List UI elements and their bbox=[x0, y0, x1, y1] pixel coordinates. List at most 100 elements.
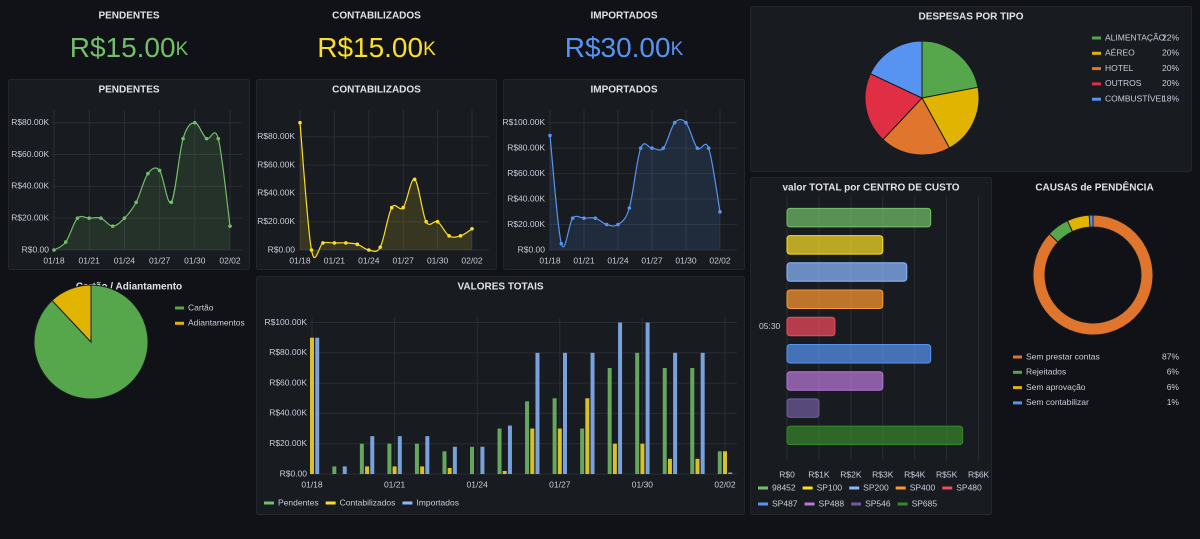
stat-value: R$15.00K bbox=[70, 32, 189, 63]
slice bbox=[864, 73, 923, 141]
panel-bg bbox=[256, 276, 745, 515]
x-tick-label: R$5K bbox=[936, 469, 958, 479]
x-tick-label: R$3K bbox=[872, 469, 894, 479]
point bbox=[367, 248, 371, 252]
bar bbox=[786, 316, 836, 337]
legend-label: Sem aprovação bbox=[1026, 382, 1086, 392]
legend-label: Pendentes bbox=[278, 497, 319, 507]
point bbox=[309, 248, 314, 252]
legend-value: 18% bbox=[1162, 93, 1179, 103]
x-tick-label: 01/21 bbox=[324, 255, 346, 265]
bar bbox=[786, 371, 884, 391]
x-tick-label: R$4K bbox=[904, 469, 926, 479]
x-tick-label: 01/27 bbox=[393, 255, 415, 265]
x-tick-label: 01/21 bbox=[79, 255, 101, 265]
legend-item: SP400 bbox=[895, 482, 935, 492]
point bbox=[122, 216, 127, 220]
panel-title: VALORES TOTAIS bbox=[457, 282, 543, 293]
legend-label: SP200 bbox=[863, 482, 889, 492]
legend-item: SP480 bbox=[942, 482, 982, 492]
panel: IMPORTADOS R$30.00K bbox=[565, 11, 684, 64]
x-tick-label: 01/24 bbox=[358, 255, 380, 265]
y-tick-label: R$60.00K bbox=[11, 149, 49, 159]
bar bbox=[557, 428, 562, 474]
panel-title: DESPESAS POR TIPO bbox=[918, 12, 1023, 23]
panel-bg bbox=[503, 79, 745, 270]
bar bbox=[315, 337, 320, 474]
legend-item: 98452 bbox=[758, 482, 796, 492]
bar bbox=[640, 443, 645, 474]
y-tick-label: R$100.00K bbox=[502, 117, 545, 127]
y-tick-label: R$0.00 bbox=[22, 244, 50, 254]
x-tick-label: 01/27 bbox=[549, 479, 571, 489]
x-tick-label: 02/02 bbox=[461, 255, 483, 265]
panel-title: CAUSAS de PENDÊNCIA bbox=[1035, 181, 1153, 194]
x-tick-label: R$1K bbox=[808, 469, 830, 479]
point bbox=[134, 200, 138, 205]
bar bbox=[690, 367, 695, 474]
x-tick-label: 02/02 bbox=[219, 255, 241, 265]
bar bbox=[425, 436, 430, 474]
x-tick-label: R$0 bbox=[779, 469, 795, 479]
y-tick-label: R$60.00K bbox=[507, 168, 545, 178]
point bbox=[401, 205, 405, 210]
y-tick-label: 05:30 bbox=[759, 321, 781, 331]
panel: VALORES TOTAIS R$0.00 R$20.00K R$40.00K R$60… bbox=[256, 276, 745, 515]
x-tick-label: 01/18 bbox=[43, 255, 65, 265]
x-tick-label: 01/27 bbox=[641, 255, 663, 265]
point bbox=[228, 224, 232, 228]
bar bbox=[723, 451, 727, 474]
bar bbox=[662, 367, 667, 474]
legend-label: SP100 bbox=[817, 482, 843, 492]
panel: PENDENTES R$0.00 R$20.00K R$40.00K R$60.00K R… bbox=[8, 79, 250, 270]
y-tick-label: R$80.00K bbox=[507, 142, 545, 152]
legend-item: Importados bbox=[402, 497, 459, 507]
legend-value: 6% bbox=[1167, 367, 1180, 377]
slice bbox=[1088, 214, 1094, 228]
point bbox=[193, 120, 197, 125]
legend-value: 1% bbox=[1167, 397, 1180, 407]
legend-label: Adiantamentos bbox=[188, 318, 245, 328]
panel-title: PENDENTES bbox=[98, 11, 159, 22]
slice bbox=[51, 284, 92, 344]
bar bbox=[717, 451, 722, 474]
point bbox=[548, 133, 552, 138]
point bbox=[424, 219, 428, 224]
bar bbox=[618, 322, 623, 474]
bar bbox=[728, 472, 733, 474]
bar bbox=[786, 425, 964, 446]
point bbox=[570, 216, 575, 220]
point bbox=[627, 206, 632, 210]
y-tick-label: R$40.00K bbox=[11, 181, 49, 191]
bar bbox=[497, 428, 502, 474]
bar bbox=[480, 446, 485, 474]
bar bbox=[530, 428, 535, 474]
legend-item: SP100 bbox=[802, 482, 843, 492]
panel-title: IMPORTADOS bbox=[590, 11, 657, 22]
point bbox=[604, 222, 609, 227]
point bbox=[378, 245, 383, 249]
point bbox=[355, 242, 360, 247]
point bbox=[435, 219, 440, 224]
stat-unit: K bbox=[176, 39, 189, 60]
bar bbox=[563, 352, 567, 474]
legend-label: Contabilizados bbox=[340, 497, 396, 507]
bar bbox=[392, 466, 397, 474]
area bbox=[550, 119, 720, 250]
bar bbox=[786, 207, 932, 228]
bar bbox=[585, 398, 590, 474]
x-tick-label: 01/24 bbox=[607, 255, 629, 265]
bar bbox=[507, 425, 512, 474]
bar bbox=[342, 466, 347, 474]
panel: CAUSAS de PENDÊNCIA Sem prestar contas 87%… bbox=[1013, 181, 1180, 407]
point bbox=[718, 210, 722, 214]
legend-label: ALIMENTAÇÃO bbox=[1105, 32, 1166, 42]
bar bbox=[397, 436, 402, 474]
panel-bg bbox=[8, 79, 250, 270]
point bbox=[52, 248, 56, 252]
x-tick-label: 01/18 bbox=[289, 255, 311, 265]
bar bbox=[667, 458, 672, 474]
x-tick-label: 01/27 bbox=[149, 255, 171, 265]
x-tick-label: 01/18 bbox=[301, 479, 323, 489]
point bbox=[157, 168, 162, 173]
